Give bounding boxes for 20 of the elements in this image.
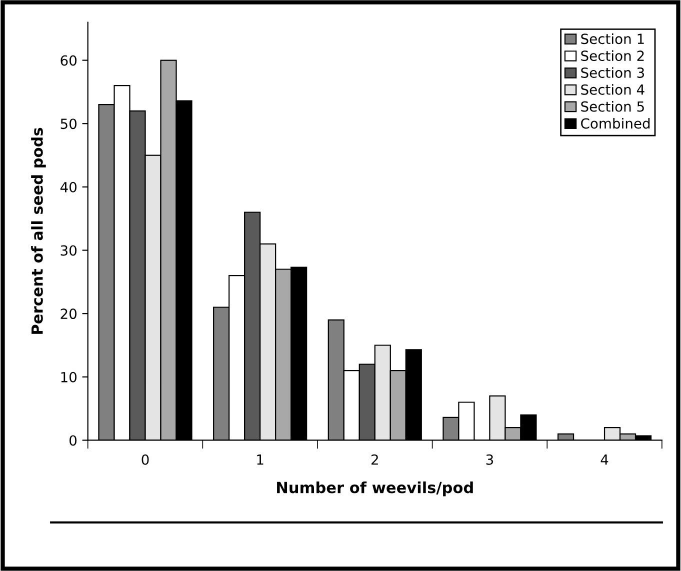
legend-label: Section 1: [581, 33, 644, 44]
y-tick-label: 20: [60, 308, 77, 320]
legend-label: Section 3: [581, 67, 644, 78]
x-tick-label: 1: [257, 454, 264, 465]
y-tick-label: 40: [60, 182, 77, 192]
legend-label: Section 2: [581, 50, 644, 62]
x-tick-label: 0: [142, 454, 149, 465]
x-tick-label: 2: [371, 454, 378, 465]
y-tick-label: 30: [60, 245, 77, 256]
y-tick-label: 60: [60, 55, 77, 66]
legend-label: Section 5: [581, 101, 644, 112]
y-tick-label: 50: [60, 118, 77, 130]
x-tick-label: 4: [600, 454, 608, 465]
x-axis-title: Number of weevils/pod: [277, 481, 473, 496]
y-axis-title: Percent of all seed pods: [31, 128, 46, 334]
y-tick-label: 0: [70, 435, 77, 446]
y-tick-label: 10: [61, 372, 77, 382]
legend-label: Section 4: [581, 84, 644, 95]
x-tick-label: 3: [486, 454, 494, 465]
legend-label: Combined: [581, 118, 650, 129]
